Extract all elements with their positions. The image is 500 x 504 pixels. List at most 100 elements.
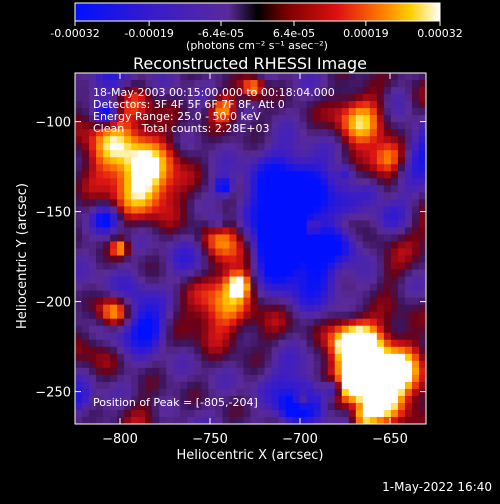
heatmap-cell [397, 199, 406, 207]
heatmap-cell [103, 353, 111, 362]
heatmap-cell [236, 192, 244, 200]
heatmap-cell [299, 346, 308, 355]
heatmap-cell [215, 136, 223, 144]
heatmap-cell [96, 94, 104, 102]
heatmap-cell [334, 94, 343, 102]
heatmap-cell [110, 185, 118, 193]
heatmap-cell [341, 164, 350, 172]
heatmap-cell [271, 395, 279, 404]
heatmap-cell [124, 290, 132, 299]
heatmap-cell [355, 73, 364, 81]
heatmap-cell [159, 171, 167, 179]
heatmap-cell [418, 171, 426, 179]
heatmap-cell [103, 220, 111, 228]
heatmap-cell [110, 304, 118, 313]
heatmap-cell [271, 311, 279, 320]
heatmap-cell [194, 325, 202, 334]
heatmap-cell [82, 73, 90, 81]
colorbar-tick-label: 0.00032 [417, 27, 463, 40]
heatmap-cell [194, 248, 202, 256]
heatmap-cell [103, 241, 111, 249]
heatmap-cell [264, 339, 272, 348]
heatmap-cell [208, 248, 216, 256]
heatmap-cell [278, 192, 286, 200]
heatmap-cell [341, 262, 350, 270]
heatmap-cell [348, 185, 357, 193]
heatmap-cell [110, 192, 118, 200]
heatmap-cell [376, 129, 385, 137]
heatmap-cell [194, 304, 202, 313]
heatmap-cell [208, 206, 216, 214]
heatmap-cell [110, 339, 118, 348]
heatmap-cell [201, 339, 209, 348]
heatmap-cell [320, 206, 329, 214]
heatmap-cell [96, 122, 104, 130]
heatmap-cell [418, 115, 426, 123]
heatmap-cell [362, 262, 371, 270]
heatmap-cell [334, 157, 343, 165]
heatmap-cell [299, 129, 308, 137]
heatmap-cell [369, 122, 378, 130]
heatmap-cell [145, 318, 153, 327]
heatmap-cell [327, 101, 336, 109]
heatmap-cell [180, 374, 188, 383]
heatmap-cell [180, 297, 188, 306]
heatmap-cell [271, 283, 279, 292]
heatmap-cell [201, 101, 209, 109]
heatmap-cell [334, 290, 343, 299]
heatmap-cell [257, 122, 265, 130]
heatmap-cell [299, 311, 308, 320]
heatmap-cell [103, 185, 111, 193]
heatmap-cell [201, 262, 209, 270]
heatmap-cell [404, 353, 413, 362]
heatmap-cell [278, 346, 286, 355]
heatmap-cell [82, 283, 90, 292]
heatmap-cell [152, 213, 160, 221]
heatmap-cell [180, 283, 188, 292]
heatmap-cell [264, 101, 272, 109]
heatmap-cell [397, 276, 406, 284]
heatmap-cell [355, 199, 364, 207]
heatmap-cell [96, 339, 104, 348]
heatmap-cell [145, 171, 153, 179]
heatmap-cell [236, 136, 244, 144]
heatmap-cell [236, 416, 244, 424]
heatmap-cell [404, 108, 413, 116]
heatmap-cell [159, 269, 167, 277]
heatmap-cell [96, 325, 104, 334]
heatmap-cell [411, 367, 420, 376]
heatmap-cell [124, 213, 132, 221]
heatmap-cell [320, 199, 329, 207]
heatmap-cell [334, 199, 343, 207]
heatmap-cell [229, 332, 237, 341]
heatmap-cell [75, 80, 83, 88]
heatmap-cell [89, 164, 97, 172]
heatmap-cell [250, 318, 258, 327]
heatmap-cell [362, 318, 371, 327]
heatmap-cell [404, 178, 413, 186]
heatmap-cell [320, 402, 329, 411]
heatmap-cell [355, 94, 364, 102]
heatmap-cell [187, 213, 195, 221]
heatmap-cell [194, 178, 202, 186]
heatmap-cell [243, 395, 251, 404]
heatmap-cell [376, 416, 385, 424]
heatmap-cell [180, 276, 188, 284]
heatmap-cell [383, 374, 392, 383]
heatmap-cell [271, 122, 279, 130]
heatmap-cell [327, 269, 336, 277]
heatmap-cell [390, 402, 399, 411]
heatmap-cell [376, 171, 385, 179]
heatmap-cell [75, 325, 83, 334]
heatmap-cell [145, 192, 153, 200]
heatmap-cell [362, 325, 371, 334]
annotation-clean-counts: Clean Total counts: 2.28E+03 [93, 122, 270, 135]
heatmap-cell [229, 73, 237, 81]
heatmap-cell [271, 262, 279, 270]
heatmap-cell [411, 143, 420, 151]
heatmap-cell [152, 416, 160, 424]
heatmap-cell [327, 318, 336, 327]
heatmap-cell [89, 199, 97, 207]
heatmap-cell [306, 122, 315, 130]
heatmap-cell [313, 339, 322, 348]
